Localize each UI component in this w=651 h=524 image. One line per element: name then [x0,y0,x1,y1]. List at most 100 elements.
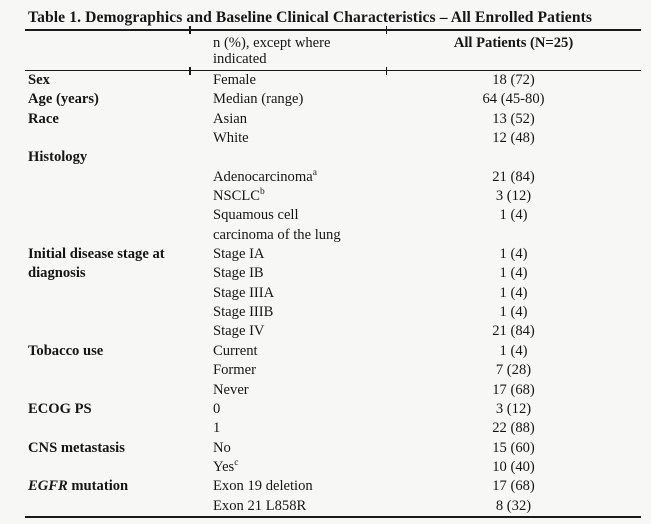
category-cell: Yesc [190,458,386,477]
category-cell: 0 [190,400,386,419]
value-text: 8 (32) [495,497,532,514]
value-text: 12 (48) [492,130,535,147]
value-cell [386,148,641,167]
value-cell: 3 (12) [386,400,641,419]
value-cell: 21 (84) [386,168,641,187]
characteristic-cell: Age (years) [25,90,190,109]
value-cell [386,226,641,245]
characteristic-text: Initial disease stage at [28,246,165,263]
category-text: 0 [213,400,221,417]
table-row: Initial disease stage at Stage IA 1 (4) [25,245,641,264]
category-text: Current [213,342,258,359]
category-text: carcinoma of the lung [213,226,341,243]
characteristic-cell [25,206,190,225]
header-all-patients-cell: All Patients (N=25) [453,34,574,51]
characteristic-cell: diagnosis [25,264,190,283]
category-text: Stage IB [213,265,264,282]
table-row: Yesc 10 (40) [25,458,641,477]
value-cell: 7 (28) [386,361,641,380]
value-text: 15 (60) [492,439,535,456]
category-cell: Adenocarcinomaa [190,168,386,187]
category-cell: Exon 19 deletion [190,477,386,496]
value-text: 10 (40) [492,458,535,475]
category-cell: Stage IIIB [190,303,386,322]
category-text: White [213,130,249,147]
value-cell: 1 (4) [386,264,641,283]
column-divider-tick [385,66,387,75]
category-cell: Never [190,381,386,400]
characteristic-cell [25,284,190,303]
characteristic-cell [25,168,190,187]
table-row: Adenocarcinomaa 21 (84) [25,168,641,187]
category-cell: Stage IIIA [190,284,386,303]
category-cell: Stage IB [190,264,386,283]
value-cell: 64 (45-80) [386,90,641,109]
table-row: CNS metastasis No 15 (60) [25,439,641,458]
characteristic-cell [25,458,190,477]
category-cell: Median (range) [190,90,386,109]
value-text: 1 (4) [499,304,528,321]
table-row: Tobacco use Current 1 (4) [25,342,641,361]
table-row: Age (years) Median (range) 64 (45-80) [25,90,641,109]
category-text: Adenocarcinoma [213,168,313,185]
category-cell [190,148,386,167]
value-text: 21 (84) [492,168,535,185]
value-text: 17 (68) [492,478,535,495]
characteristic-cell [25,129,190,148]
header-measure-cell: n (%), except where indicated [213,34,331,68]
value-cell: 8 (32) [386,497,641,516]
table-row: Stage IIIA 1 (4) [25,284,641,303]
characteristic-cell: Race [25,110,190,129]
value-text: 17 (68) [492,381,535,398]
footnote-marker: c [234,458,239,469]
table-row: Exon 21 L858R 8 (32) [25,497,641,516]
table-row: Never 17 (68) [25,381,641,400]
category-cell: Squamous cell [190,206,386,225]
value-text: 1 (4) [499,342,528,359]
value-text: 7 (28) [495,362,532,379]
value-cell: 17 (68) [386,381,641,400]
demographics-table: n (%), except where indicated All Patien… [25,26,641,518]
characteristic-cell [25,322,190,341]
characteristic-cell: Histology [25,148,190,167]
category-text: Yes [213,458,235,475]
table-row: White 12 (48) [25,129,641,148]
value-cell: 1 (4) [386,342,641,361]
characteristic-text: Tobacco use [28,342,104,359]
characteristic-cell: Tobacco use [25,342,190,361]
table-title: Table 1. Demographics and Baseline Clini… [28,9,593,26]
characteristic-italic-text: EGFR [28,478,68,495]
characteristic-text: Race [28,110,59,127]
table-row: Former 7 (28) [25,361,641,380]
value-cell: 1 (4) [386,206,641,225]
value-text: 18 (72) [492,72,535,88]
category-text: Stage IIIB [213,304,274,321]
value-text: 1 (4) [499,207,528,224]
table-row: Race Asian 13 (52) [25,110,641,129]
characteristic-cell: Initial disease stage at [25,245,190,264]
category-text: No [213,439,231,456]
table-row: Squamous cell 1 (4) [25,206,641,225]
value-cell: 1 (4) [386,245,641,264]
characteristic-cell [25,381,190,400]
characteristic-text: Sex [28,72,50,88]
characteristic-cell: CNS metastasis [25,439,190,458]
value-cell: 22 (88) [386,419,641,438]
value-text: 13 (52) [492,110,535,127]
category-cell: Asian [190,110,386,129]
table-row: Histology [25,148,641,167]
table-row: ECOG PS 0 3 (12) [25,400,641,419]
characteristic-text: Age (years) [28,91,99,108]
table-row: Stage IIIB 1 (4) [25,303,641,322]
value-cell: 21 (84) [386,322,641,341]
table-header-row: n (%), except where indicated All Patien… [25,31,641,71]
category-text: Stage IIIA [213,284,275,301]
table-row: diagnosis Stage IB 1 (4) [25,264,641,283]
column-divider-tick [189,26,191,34]
table-row: carcinoma of the lung [25,226,641,245]
characteristic-cell [25,226,190,245]
table-row: Stage IV 21 (84) [25,322,641,341]
value-cell: 15 (60) [386,439,641,458]
characteristic-cell [25,361,190,380]
category-cell: Current [190,342,386,361]
